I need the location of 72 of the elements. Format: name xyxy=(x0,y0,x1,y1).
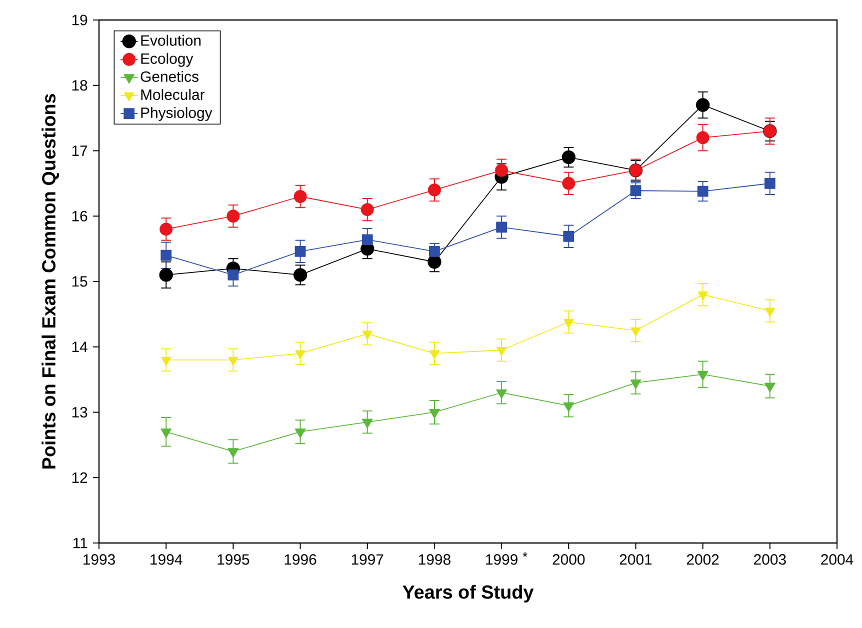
point xyxy=(160,428,172,438)
point xyxy=(228,448,239,458)
text: * xyxy=(522,552,528,557)
point xyxy=(228,356,238,366)
point xyxy=(160,250,172,261)
point xyxy=(428,255,442,269)
point xyxy=(295,350,306,360)
point xyxy=(360,203,374,216)
point xyxy=(160,222,173,236)
point xyxy=(496,222,508,233)
point xyxy=(429,350,440,360)
x-tick-label: 1993 xyxy=(84,554,115,565)
point xyxy=(428,183,441,196)
point xyxy=(564,318,574,328)
legend-label: Genetics xyxy=(140,70,198,82)
point xyxy=(562,176,576,190)
x-tick-label: 1997 xyxy=(352,554,384,565)
point xyxy=(362,418,373,428)
y-axis-title: Points on Final Exam Common Questions xyxy=(42,94,60,468)
point xyxy=(496,347,507,356)
point xyxy=(294,190,307,204)
point xyxy=(697,186,708,197)
y-tick-label: 15 xyxy=(72,276,88,287)
point xyxy=(294,246,306,257)
point xyxy=(630,185,642,196)
point xyxy=(698,291,708,300)
y-tick-label: 11 xyxy=(73,538,88,548)
point xyxy=(696,131,710,144)
point xyxy=(764,382,776,392)
point xyxy=(496,389,507,399)
point xyxy=(429,408,440,418)
x-tick-label: 1999 xyxy=(486,554,518,565)
point xyxy=(362,330,372,340)
point xyxy=(630,327,641,336)
x-axis-title: Years of Study xyxy=(402,584,534,603)
y-tick-label: 17 xyxy=(72,146,88,156)
y-tick-label: 19 xyxy=(72,14,88,26)
x-tick-label: 2003 xyxy=(754,554,786,565)
x-tick-label: 2002 xyxy=(686,554,719,565)
y-tick-label: 16 xyxy=(72,210,88,222)
point xyxy=(562,150,576,164)
legend-label: Ecology xyxy=(141,52,194,67)
point xyxy=(161,356,172,366)
y-tick-label: 18 xyxy=(72,80,88,91)
point xyxy=(563,402,574,412)
point xyxy=(159,268,173,282)
point xyxy=(226,210,240,223)
point xyxy=(294,428,306,438)
point xyxy=(764,178,776,189)
point xyxy=(228,270,239,280)
point xyxy=(563,230,574,242)
point xyxy=(495,164,508,177)
point xyxy=(293,268,308,282)
legend-label: Molecular xyxy=(141,88,205,100)
x-tick-label: 1998 xyxy=(418,554,450,565)
point xyxy=(696,98,710,112)
point xyxy=(429,246,440,257)
legend-label: Evolution xyxy=(141,34,201,46)
x-tick-label: 2001 xyxy=(620,554,652,565)
point xyxy=(630,380,642,389)
x-tick-label: 1996 xyxy=(284,554,316,565)
y-tick-label: 14 xyxy=(72,342,88,352)
x-tick-label: 1994 xyxy=(150,554,182,565)
y-tick-label: 13 xyxy=(72,406,88,418)
legend-label: Physiology xyxy=(141,107,212,121)
x-tick-label: 2004 xyxy=(821,554,854,565)
point xyxy=(362,234,373,246)
x-tick-label: 1995 xyxy=(218,554,250,565)
point xyxy=(764,308,776,317)
y-tick-label: 12 xyxy=(72,472,88,483)
x-tick-label: 2000 xyxy=(552,554,585,565)
point xyxy=(697,371,708,380)
